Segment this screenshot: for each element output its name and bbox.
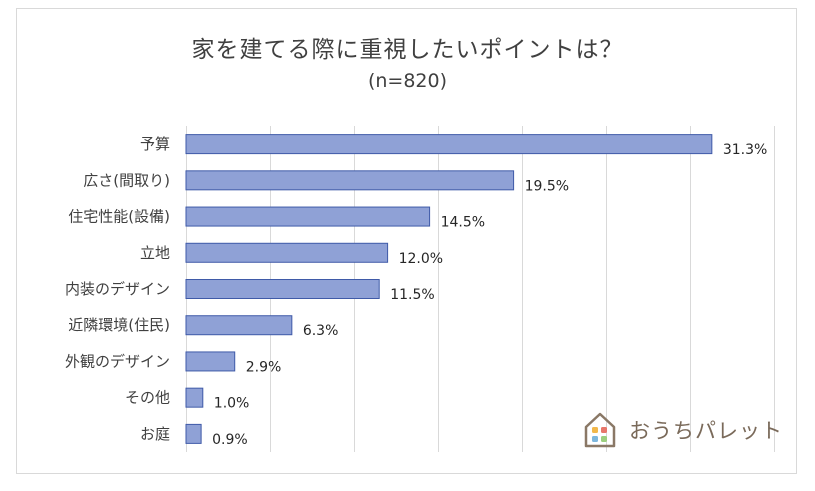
category-label: 広さ(間取り)	[83, 171, 170, 189]
bar	[185, 206, 431, 227]
data-label: 12.0%	[399, 251, 443, 267]
bar	[185, 351, 236, 372]
bar	[185, 315, 293, 336]
data-label: 11.5%	[390, 287, 434, 303]
category-label: 内装のデザイン	[65, 280, 170, 298]
bar	[185, 170, 515, 191]
data-label: 2.9%	[246, 359, 282, 375]
category-label: 予算	[140, 135, 170, 153]
bar	[185, 279, 380, 299]
bar	[185, 242, 389, 263]
data-label: 19.5%	[525, 178, 569, 194]
house-palette-icon	[584, 412, 616, 448]
chart-subtitle: (n=820)	[367, 70, 448, 92]
category-label: 立地	[140, 244, 170, 262]
bar	[185, 423, 202, 444]
chart-frame	[16, 8, 797, 474]
logo-text: おうちパレット	[629, 419, 783, 443]
data-label: 0.9%	[212, 432, 248, 448]
data-label: 6.3%	[303, 323, 339, 339]
brand-logo: おうちパレット	[583, 411, 783, 449]
category-label: 近隣環境(住民)	[68, 316, 170, 334]
bar	[185, 134, 713, 155]
category-label: お庭	[140, 425, 170, 443]
category-label: その他	[125, 389, 170, 407]
bar	[185, 387, 204, 408]
data-label: 14.5%	[441, 215, 485, 231]
category-label: 外観のデザイン	[65, 352, 170, 370]
chart-title: 家を建てる際に重視したいポイントは？	[191, 37, 624, 63]
data-label: 31.3%	[723, 142, 767, 158]
data-label: 1.0%	[214, 396, 250, 412]
category-label: 住宅性能(設備)	[68, 208, 170, 226]
